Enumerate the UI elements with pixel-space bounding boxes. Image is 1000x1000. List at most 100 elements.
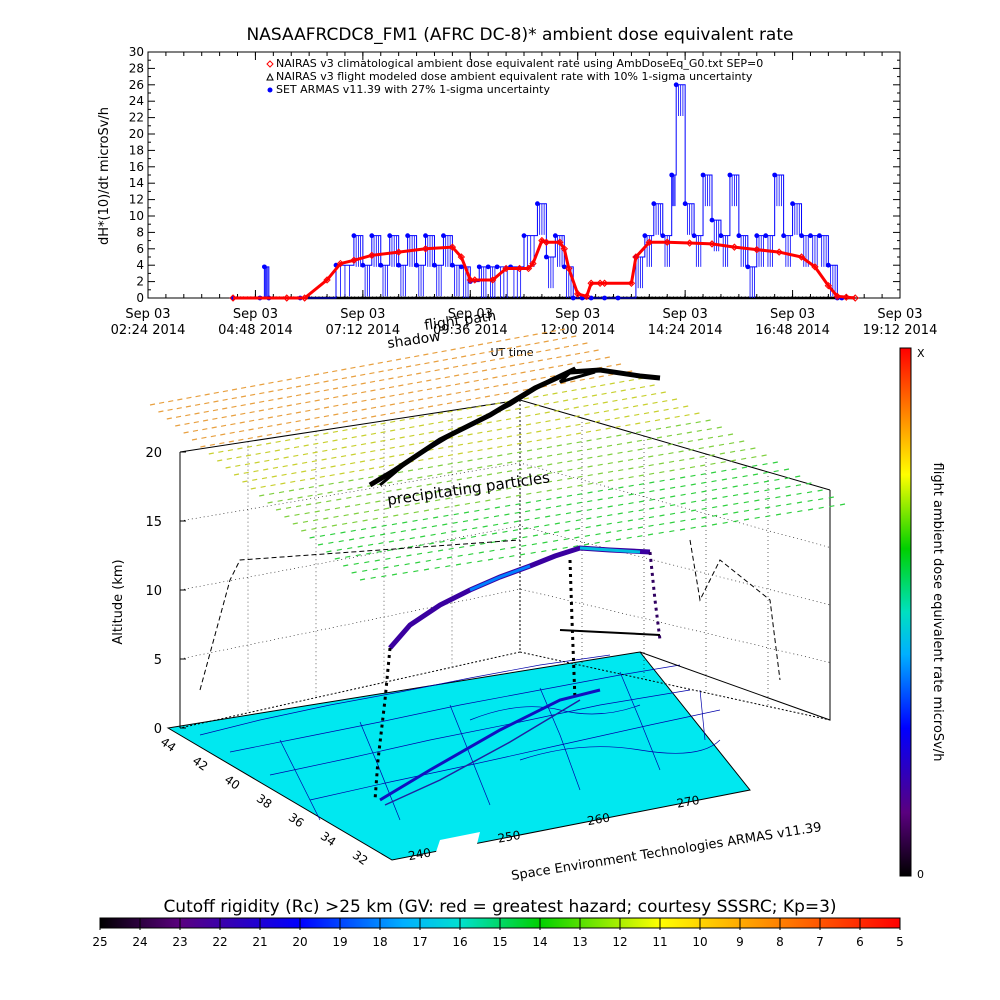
particle-dash — [423, 568, 430, 571]
particle-dash — [638, 509, 644, 512]
particle-dash — [400, 530, 406, 533]
particle-dash — [615, 363, 622, 366]
series-nairas-flight-point — [718, 296, 722, 299]
particle-dash — [295, 411, 302, 414]
particle-dash — [687, 440, 693, 443]
particle-dash — [191, 438, 198, 441]
particle-dash — [515, 503, 521, 506]
particle-dash — [305, 383, 311, 386]
map-floor — [166, 651, 751, 861]
particle-dash — [511, 373, 517, 376]
particle-dash — [433, 360, 439, 363]
series-nairas-flight-point — [496, 296, 500, 299]
longitude-tick-label: 250 — [497, 828, 522, 846]
particle-dash — [466, 561, 472, 564]
particle-dash — [648, 516, 655, 519]
annotation-shadow: shadow — [386, 329, 441, 352]
map-border-line — [699, 689, 706, 741]
particle-dash — [668, 460, 675, 463]
series-nairas-flight-point — [532, 296, 536, 299]
particle-dash — [275, 440, 281, 443]
particle-dash — [344, 505, 351, 508]
particle-dash — [534, 517, 540, 520]
particle-dash — [660, 391, 666, 394]
altitude-tick-label: 20 — [145, 446, 162, 461]
particle-dash — [701, 490, 707, 493]
series-armas-point — [709, 217, 715, 223]
series-nairas-clim-point — [421, 245, 430, 253]
bottom-colorbar-tick-label: 18 — [372, 935, 387, 949]
particle-dash — [380, 405, 386, 408]
particle-dash — [728, 442, 735, 445]
particle-dash — [481, 534, 487, 537]
particle-dash — [487, 447, 493, 450]
legend-triangle-marker — [266, 72, 274, 81]
particle-dash — [677, 441, 683, 444]
particle-dash — [711, 523, 718, 526]
particle-dash — [517, 459, 523, 462]
ground-track — [379, 688, 601, 802]
particle-dash — [507, 461, 513, 464]
series-armas-point — [441, 233, 446, 239]
particle-dash — [411, 528, 417, 531]
y-tick-label: 8 — [136, 225, 144, 239]
particle-dash — [553, 401, 559, 404]
particle-dash — [448, 547, 454, 550]
particle-dash — [469, 544, 475, 547]
series-nairas-clim-point — [708, 240, 716, 248]
particle-dash — [639, 386, 646, 389]
series-nairas-clim-point — [538, 236, 546, 245]
particle-dash — [342, 420, 348, 423]
particle-dash — [638, 457, 644, 460]
particle-dash — [705, 419, 711, 422]
particle-dash — [268, 390, 274, 393]
particle-dash — [524, 406, 530, 409]
particle-dash — [669, 521, 675, 524]
particle-dash — [340, 455, 347, 458]
particle-dash — [649, 498, 655, 501]
series-nairas-clim-point — [394, 248, 403, 256]
particle-dash — [379, 457, 385, 460]
particle-dash — [477, 449, 483, 452]
particle-dash — [386, 360, 393, 363]
particle-dash — [697, 438, 703, 441]
particle-dash — [765, 506, 771, 509]
particle-dash — [626, 432, 632, 435]
box-edge-right — [639, 490, 831, 721]
y-tick-label: 10 — [129, 209, 144, 223]
particle-dash — [321, 526, 327, 529]
series-armas-point — [521, 233, 527, 239]
series-nairas-flight-point — [747, 296, 751, 299]
longitude-tick-label: 240 — [407, 845, 432, 863]
particle-dash — [399, 419, 405, 422]
particle-dash — [616, 443, 623, 446]
particle-dash — [366, 552, 372, 555]
particle-dash — [711, 497, 718, 500]
particle-dash — [457, 554, 463, 557]
particle-dash — [765, 515, 771, 518]
particle-dash — [486, 341, 493, 344]
particle-dash — [763, 480, 770, 483]
y-tick-label: 30 — [129, 45, 144, 59]
particle-dash — [426, 379, 432, 382]
particle-dash — [600, 384, 606, 387]
particle-dash — [319, 534, 326, 537]
particle-dash — [323, 423, 329, 426]
particle-dash — [428, 431, 434, 434]
particle-dash — [637, 448, 643, 451]
particle-dash — [541, 550, 547, 553]
particle-dash — [505, 496, 511, 499]
particle-dash — [284, 447, 290, 450]
particle-dash — [451, 530, 457, 533]
legend-entry: NAIRAS v3 flight modeled dose ambient eq… — [266, 70, 753, 83]
particle-dash — [547, 463, 553, 466]
particle-dash — [416, 372, 422, 375]
particle-dash — [500, 366, 506, 369]
particle-dash — [607, 453, 613, 456]
particle-dash — [277, 499, 283, 502]
particle-dash — [545, 420, 551, 423]
particle-dash — [654, 419, 661, 422]
particle-dash — [438, 447, 444, 450]
particle-dash — [506, 444, 513, 447]
particle-dash — [499, 548, 506, 551]
